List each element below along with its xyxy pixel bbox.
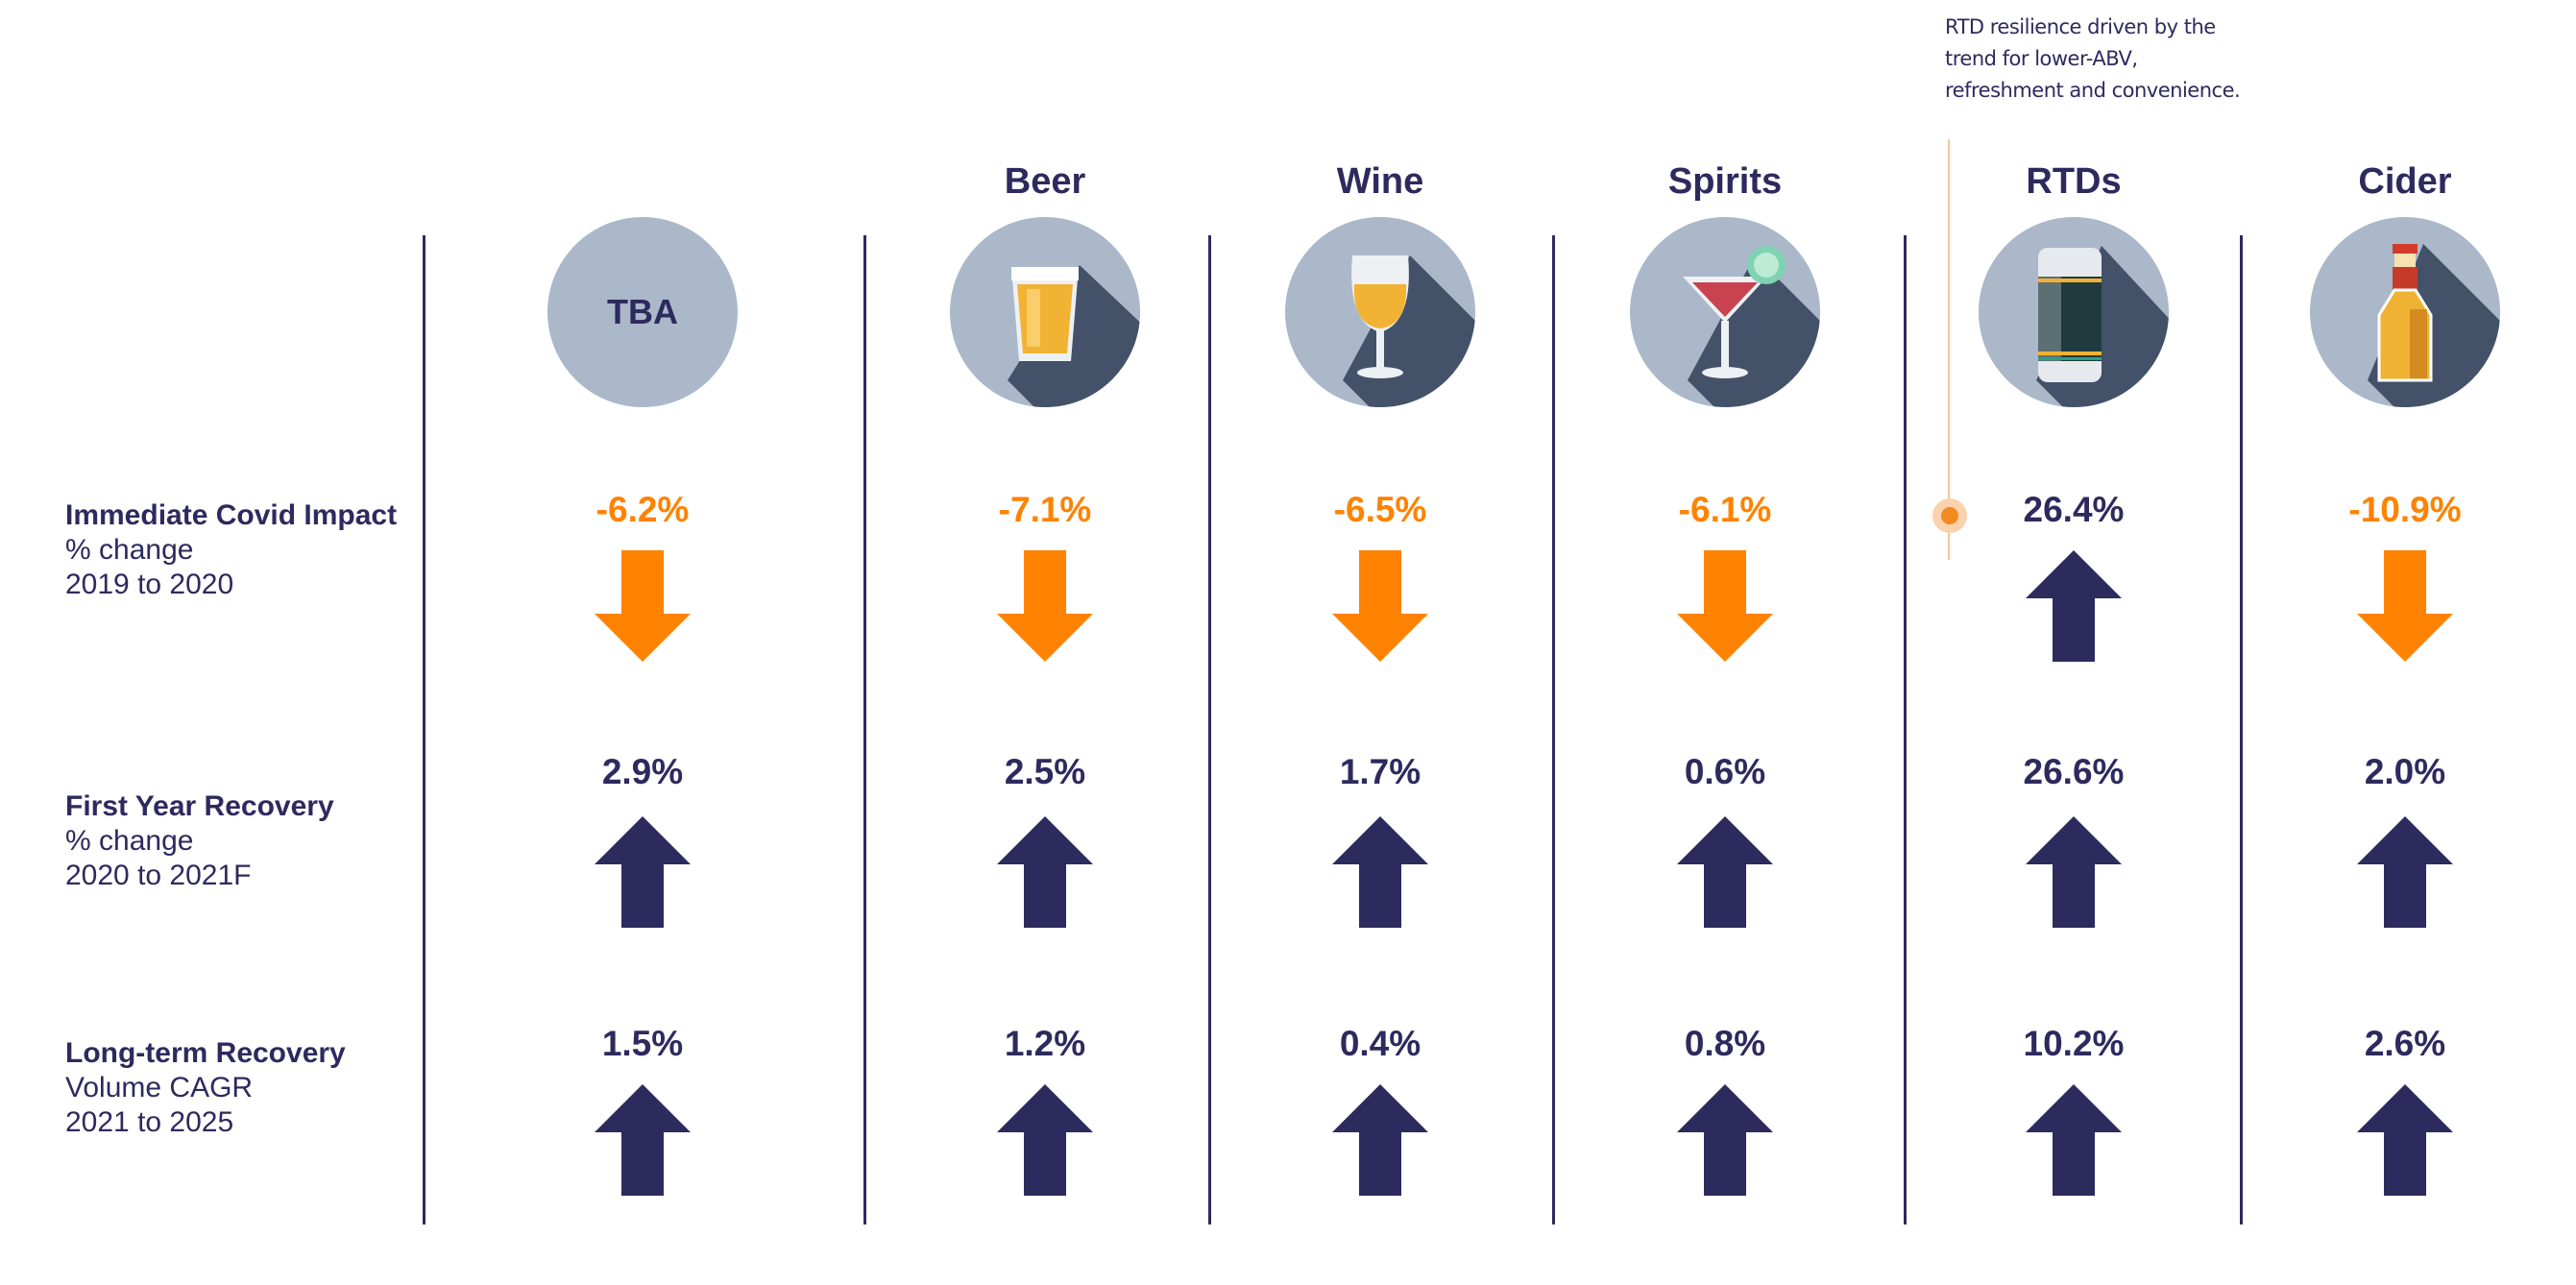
column-divider	[863, 235, 866, 1224]
value-cider-row1: -10.9%	[2348, 490, 2462, 529]
arrow-up-icon	[1677, 816, 1773, 928]
arrow-down-icon	[997, 550, 1093, 662]
value-rtds-row1: 26.4%	[2023, 490, 2125, 529]
arrow-up-icon	[595, 1084, 691, 1196]
column-divider	[1552, 235, 1555, 1224]
category-icon-circle	[1630, 217, 1820, 407]
column-divider	[1208, 235, 1211, 1224]
annotation-line: refreshment and convenience.	[1945, 79, 2241, 102]
row-period: 2020 to 2021F	[65, 860, 252, 891]
annotation-leader-line	[1948, 139, 1950, 560]
row-label-first-year-recovery: First Year Recovery % change 2020 to 202…	[65, 789, 334, 893]
arrow-up-icon	[997, 816, 1093, 928]
value-beer-row3: 1.2%	[1004, 1024, 1086, 1063]
annotation-marker-dot	[1932, 498, 1967, 533]
value-spirits-row3: 0.8%	[1684, 1024, 1766, 1063]
value-wine-row3: 0.4%	[1339, 1024, 1422, 1063]
category-icon-circle: TBA	[547, 217, 738, 407]
rtd-annotation: RTD resilience driven by the trend for l…	[1945, 12, 2241, 107]
arrow-up-icon	[2026, 1084, 2122, 1196]
column-header-spirits: Spirits	[1667, 161, 1783, 202]
row-title: Long-term Recovery	[65, 1037, 346, 1069]
row-subtitle: Volume CAGR	[65, 1072, 254, 1103]
column-header-beer: Beer	[1004, 161, 1086, 202]
category-icon-circle	[1285, 217, 1475, 407]
value-spirits-row2: 0.6%	[1684, 752, 1766, 791]
arrow-down-icon	[1677, 550, 1773, 662]
cocktail-glass-icon	[1683, 246, 1820, 407]
column-divider	[423, 235, 425, 1224]
arrow-up-icon	[2357, 1084, 2453, 1196]
annotation-line: RTD resilience driven by the	[1945, 15, 2216, 38]
bottle-icon	[2368, 244, 2500, 407]
arrow-up-icon	[595, 816, 691, 928]
arrow-up-icon	[2026, 550, 2122, 662]
row-subtitle: % change	[65, 534, 194, 566]
value-tba-row2: 2.9%	[601, 752, 684, 791]
value-cider-row3: 2.6%	[2364, 1024, 2446, 1063]
row-subtitle: % change	[65, 825, 194, 857]
value-spirits-row1: -6.1%	[1678, 490, 1772, 529]
row-title: Immediate Covid Impact	[65, 499, 398, 531]
value-tba-row1: -6.2%	[595, 490, 690, 529]
arrow-up-icon	[997, 1084, 1093, 1196]
row-period: 2021 to 2025	[65, 1106, 234, 1138]
value-rtds-row2: 26.6%	[2023, 752, 2125, 791]
arrow-down-icon	[595, 550, 691, 662]
arrow-down-icon	[1332, 550, 1428, 662]
arrow-down-icon	[2357, 550, 2453, 662]
arrow-up-icon	[2357, 816, 2453, 928]
arrow-up-icon	[1677, 1084, 1773, 1196]
value-beer-row1: -7.1%	[998, 490, 1092, 529]
value-wine-row2: 1.7%	[1339, 752, 1422, 791]
row-label-long-term-recovery: Long-term Recovery Volume CAGR 2021 to 2…	[65, 1036, 346, 1140]
column-divider	[2240, 235, 2243, 1224]
column-divider	[1904, 235, 1907, 1224]
row-period: 2019 to 2020	[65, 569, 234, 600]
row-label-immediate-impact: Immediate Covid Impact % change 2019 to …	[65, 498, 397, 602]
row-title: First Year Recovery	[65, 790, 334, 822]
category-icon-circle	[950, 217, 1140, 407]
column-header-rtds: RTDs	[2026, 161, 2122, 202]
wine-glass-icon	[1343, 255, 1475, 407]
tba-placeholder-label: TBA	[607, 292, 678, 331]
arrow-up-icon	[1332, 1084, 1428, 1196]
value-tba-row3: 1.5%	[601, 1024, 684, 1063]
arrow-up-icon	[1332, 816, 1428, 928]
value-beer-row2: 2.5%	[1004, 752, 1086, 791]
value-cider-row2: 2.0%	[2364, 752, 2446, 791]
can-icon	[2036, 246, 2169, 407]
value-rtds-row3: 10.2%	[2023, 1024, 2125, 1063]
arrow-up-icon	[2026, 816, 2122, 928]
value-wine-row1: -6.5%	[1333, 490, 1427, 529]
column-header-cider: Cider	[2358, 161, 2452, 202]
category-icon-circle	[1979, 217, 2169, 407]
beer-glass-icon	[1008, 265, 1140, 407]
annotation-line: trend for lower-ABV,	[1945, 47, 2138, 70]
column-header-wine: Wine	[1336, 161, 1424, 202]
category-icon-circle	[2310, 217, 2500, 407]
